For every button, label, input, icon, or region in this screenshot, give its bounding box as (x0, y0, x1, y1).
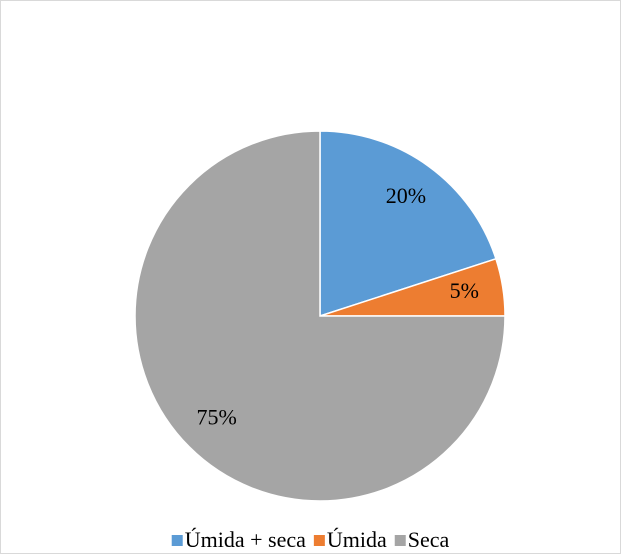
legend-swatch (313, 535, 325, 546)
data-label: 5% (450, 278, 479, 303)
legend: Úmida + seca Úmida Seca (171, 527, 450, 552)
data-label: 75% (196, 404, 236, 429)
pie-slice (134, 130, 506, 502)
legend-swatch (394, 535, 406, 546)
pie-slice (319, 130, 497, 318)
legend-label: Úmida (327, 527, 387, 552)
legend-label: Úmida + seca (185, 527, 306, 552)
legend-label: Seca (408, 527, 450, 552)
legend-swatch (171, 535, 183, 546)
data-label: 20% (386, 183, 426, 208)
